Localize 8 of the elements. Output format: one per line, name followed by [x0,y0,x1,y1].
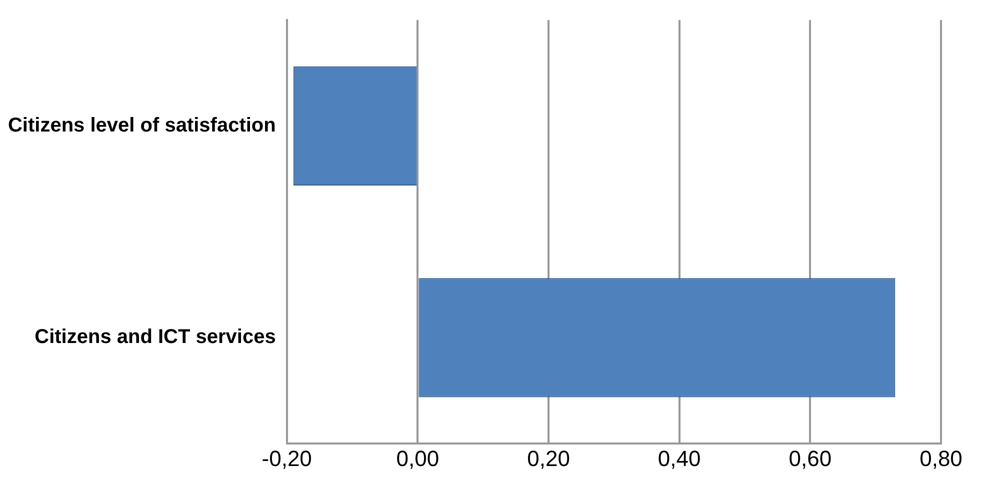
x-tick-label: 0,00 [396,446,440,471]
y-tick-label: Citizens and ICT services [34,326,276,348]
x-tick-label: 0,80 [920,446,962,471]
x-tick-label: 0,40 [658,446,701,471]
x-tick-label: 0,20 [527,446,570,471]
x-tick-label: 0,60 [788,446,832,471]
x-tick-label: -0,20 [262,446,312,471]
y-tick-label: Citizens level of satisfaction [8,114,276,136]
